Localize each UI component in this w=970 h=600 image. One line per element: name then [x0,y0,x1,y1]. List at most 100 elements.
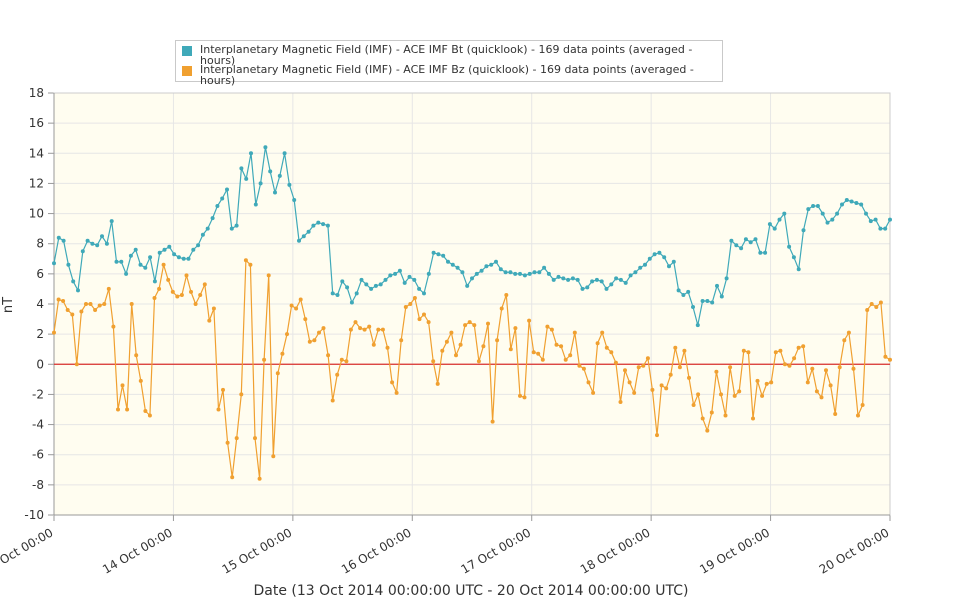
data-point-bt [422,291,426,296]
data-point-bz [70,312,75,317]
data-point-bz [769,380,774,385]
data-point-bz [650,387,655,392]
data-point-bz [824,368,828,373]
data-point-bz [289,303,294,308]
data-point-bt [815,204,820,208]
data-point-bz [869,302,874,306]
data-point-bz [88,302,93,306]
data-point-bz [481,344,486,349]
data-point-bz [842,338,847,343]
data-point-bz [586,380,591,385]
data-point-bt [330,291,335,296]
data-point-bz [184,273,189,278]
data-point-bz [782,362,787,367]
x-tick-label: 18 Oct 00:00 [578,525,653,576]
data-point-bz [243,258,248,263]
data-point-bt [705,299,710,303]
data-point-bt [61,238,66,243]
data-point-bt [402,280,407,285]
data-point-bt [570,276,575,281]
data-point-bz [74,362,79,367]
data-point-bz [778,348,783,353]
data-point-bz [376,327,381,332]
data-point-bt [791,255,796,260]
data-point-bz [403,305,408,309]
data-point-bz [874,305,879,309]
data-point-bt [297,238,301,243]
data-point-bt [643,262,647,267]
data-point-bz [353,320,358,325]
data-point-bz [595,341,600,346]
data-point-bt [609,282,614,287]
data-point-bt [148,255,153,260]
data-point-bt [138,262,143,267]
y-tick-label: 0 [36,357,44,371]
data-point-bt [739,246,744,251]
data-point-bt [830,217,835,222]
data-point-bt [820,211,825,216]
data-point-bz [668,372,673,377]
data-point-bz [463,323,468,328]
data-point-bt [325,223,330,228]
data-point-bt [191,247,196,252]
data-point-bz [385,345,390,350]
data-point-bt [90,241,95,246]
data-point-bz [65,308,70,312]
data-point-bt [796,267,801,272]
data-point-bt [638,265,643,270]
data-point-bz [257,476,262,481]
data-point-bt [575,277,580,282]
data-point-bz [563,357,568,362]
data-point-bz [554,342,559,347]
data-point-bt [551,277,556,282]
data-point-bt [873,217,878,222]
series-line-bt [53,147,891,326]
data-point-bt [522,273,527,278]
data-point-bz [412,296,417,300]
data-point-bz [723,413,728,418]
data-point-bz [335,372,340,377]
data-point-bt [767,222,772,227]
data-point-bz [787,363,792,368]
data-point-bz [472,323,477,328]
data-point-bt [532,270,537,275]
data-point-bt [66,262,71,267]
data-point-bz [846,330,851,335]
data-point-bz [549,327,554,332]
data-point-bt [176,255,181,260]
data-point-bz [317,330,321,335]
data-point-bz [339,357,344,362]
data-point-bz [161,262,166,267]
data-point-bz [97,303,102,308]
data-point-bz [431,359,436,364]
data-point-bt [76,288,80,293]
y-tick-label: -8 [32,478,44,492]
y-tick-label: -4 [32,418,44,432]
data-point-bt [734,243,739,248]
data-point-bt [249,151,253,156]
data-point-bt [758,250,763,255]
data-point-bz [458,342,463,347]
data-point-bz [682,348,687,353]
data-point-bt [345,285,350,290]
y-tick-label: -2 [32,387,44,401]
y-tick-label: 8 [36,237,44,251]
data-point-bt [859,202,864,207]
data-point-bt [373,283,378,288]
data-point-bz [147,413,152,418]
data-point-bt [753,237,758,242]
data-point-bt [181,256,186,261]
data-point-bt [56,235,61,240]
data-point-bt [71,279,76,284]
data-point-bz [234,436,239,441]
data-point-bz [495,338,500,343]
data-point-bt [431,250,436,255]
data-point-bt [450,262,455,267]
data-point-bz [275,371,280,376]
data-point-bt [599,279,604,284]
data-point-bz [577,363,582,368]
data-point-bz [805,380,810,385]
data-point-bt [133,247,138,252]
data-point-bt [200,232,205,237]
